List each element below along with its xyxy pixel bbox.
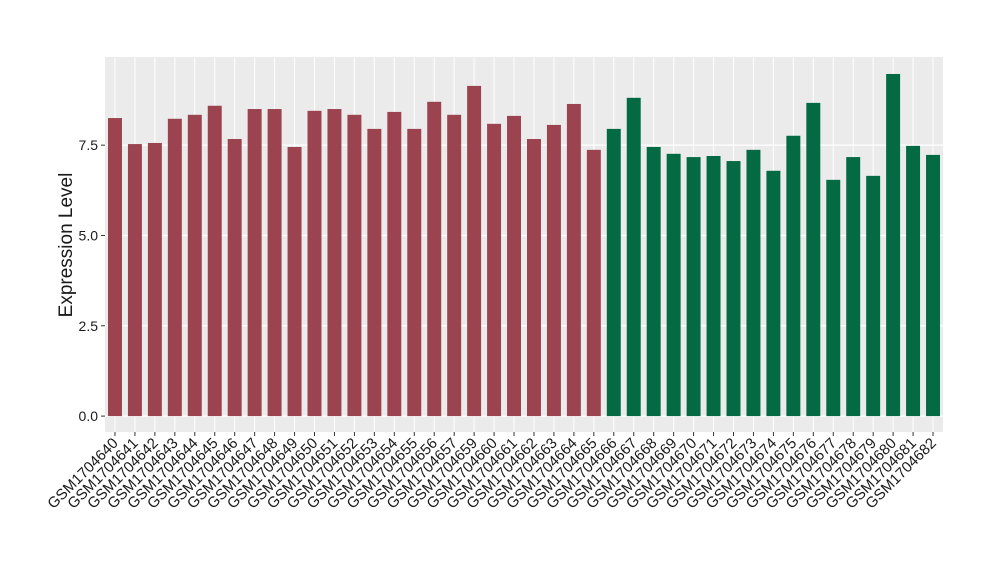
bar xyxy=(866,175,881,417)
bar xyxy=(287,146,302,417)
bar xyxy=(267,109,282,417)
bar xyxy=(507,115,522,417)
y-tick-label: 7.5 xyxy=(79,137,99,153)
bar xyxy=(247,109,262,417)
bar xyxy=(127,144,142,417)
bar xyxy=(407,128,422,417)
bar xyxy=(107,118,122,417)
bar xyxy=(586,149,601,417)
bar xyxy=(207,105,222,417)
bar xyxy=(786,135,801,417)
bar xyxy=(646,146,661,417)
bar xyxy=(666,153,681,417)
bar xyxy=(846,157,861,417)
bar xyxy=(526,139,541,417)
bar xyxy=(467,85,482,417)
bar xyxy=(926,154,941,417)
bar xyxy=(826,179,841,417)
bar xyxy=(686,157,701,417)
bar xyxy=(387,111,402,417)
bar xyxy=(906,145,921,417)
bar xyxy=(307,110,322,417)
bar xyxy=(187,114,202,417)
bar xyxy=(766,170,781,417)
y-axis-label: Expression Level xyxy=(56,173,77,318)
bar xyxy=(566,103,581,417)
bar xyxy=(746,149,761,417)
bar xyxy=(886,73,901,417)
bar xyxy=(167,118,182,417)
bar xyxy=(726,161,741,417)
bar xyxy=(227,139,242,417)
bar xyxy=(626,97,641,417)
y-tick-label: 0.0 xyxy=(79,408,99,424)
bar xyxy=(427,101,442,417)
bar xyxy=(546,124,561,417)
bar xyxy=(487,123,502,417)
bar xyxy=(367,128,382,417)
bar xyxy=(706,155,721,417)
bar xyxy=(447,114,462,417)
bar xyxy=(347,114,362,417)
bar xyxy=(606,128,621,417)
plot-panel xyxy=(105,57,943,432)
bar xyxy=(147,142,162,417)
y-tick-label: 2.5 xyxy=(79,318,99,334)
bar xyxy=(327,109,342,417)
bar xyxy=(806,102,821,417)
y-tick-label: 5.0 xyxy=(79,227,99,243)
